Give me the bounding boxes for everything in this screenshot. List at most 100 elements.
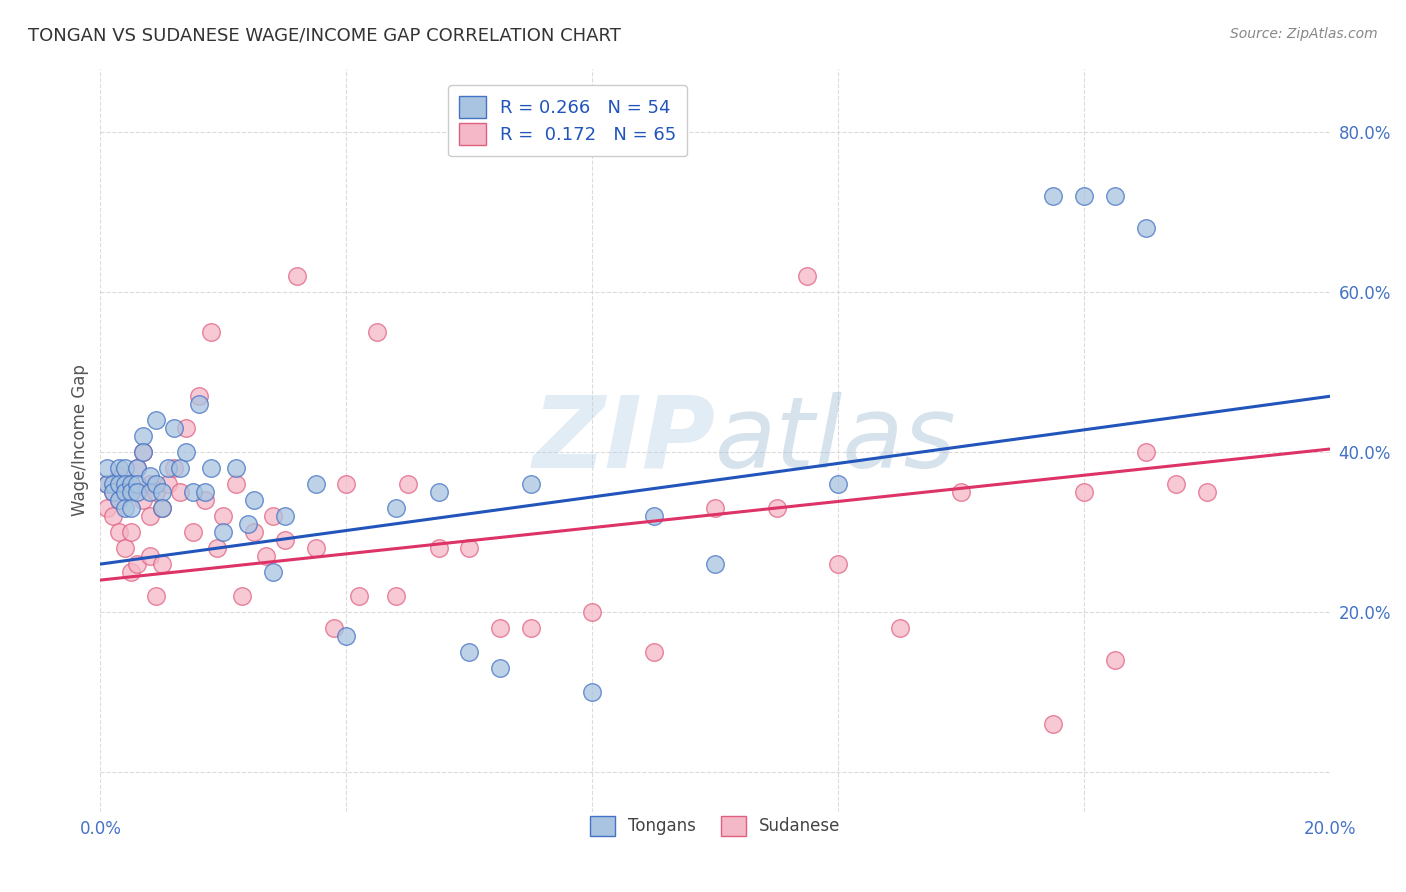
Point [200, 326, 222, 340]
Point [212, 509, 235, 524]
Point [520, 477, 543, 491]
Point [138, 477, 160, 491]
Point [181, 485, 204, 500]
Point [243, 493, 266, 508]
Point [187, 397, 209, 411]
Point [458, 541, 481, 555]
Point [323, 621, 346, 635]
Point [827, 477, 849, 491]
Point [114, 485, 136, 500]
Point [427, 541, 450, 555]
Legend: Tongans, Sudanese: Tongans, Sudanese [582, 807, 849, 845]
Point [150, 557, 173, 571]
Point [96, 477, 118, 491]
Point [643, 645, 665, 659]
Point [145, 485, 167, 500]
Point [212, 525, 235, 540]
Text: Source: ZipAtlas.com: Source: ZipAtlas.com [1230, 27, 1378, 41]
Point [704, 557, 727, 571]
Point [950, 485, 973, 500]
Point [120, 565, 142, 579]
Point [274, 509, 297, 524]
Point [285, 269, 308, 284]
Point [101, 477, 124, 491]
Point [96, 477, 118, 491]
Point [96, 501, 118, 516]
Point [274, 533, 297, 548]
Point [489, 621, 512, 635]
Point [384, 501, 406, 516]
Point [132, 493, 155, 508]
Point [643, 509, 665, 524]
Point [231, 589, 253, 603]
Point [205, 541, 228, 555]
Point [181, 525, 204, 540]
Point [107, 477, 129, 491]
Point [827, 557, 849, 571]
Point [194, 485, 217, 500]
Point [101, 509, 124, 524]
Point [347, 589, 370, 603]
Point [254, 549, 277, 563]
Point [335, 477, 357, 491]
Point [187, 389, 209, 403]
Point [114, 541, 136, 555]
Point [1042, 189, 1064, 203]
Point [127, 477, 149, 491]
Point [150, 501, 173, 516]
Point [1073, 189, 1095, 203]
Point [127, 461, 149, 475]
Point [765, 501, 787, 516]
Point [489, 661, 512, 675]
Point [236, 517, 259, 532]
Point [169, 485, 191, 500]
Point [107, 469, 129, 483]
Point [138, 509, 160, 524]
Point [194, 493, 217, 508]
Point [145, 477, 167, 491]
Point [114, 477, 136, 491]
Point [107, 461, 129, 475]
Point [262, 565, 284, 579]
Point [396, 477, 419, 491]
Point [225, 461, 247, 475]
Point [120, 477, 142, 491]
Point [366, 326, 388, 340]
Point [132, 445, 155, 459]
Text: ZIP: ZIP [533, 392, 716, 489]
Point [150, 485, 173, 500]
Point [107, 493, 129, 508]
Point [101, 485, 124, 500]
Point [1104, 189, 1126, 203]
Point [427, 485, 450, 500]
Text: TONGAN VS SUDANESE WAGE/INCOME GAP CORRELATION CHART: TONGAN VS SUDANESE WAGE/INCOME GAP CORRE… [28, 27, 621, 45]
Point [458, 645, 481, 659]
Point [163, 461, 186, 475]
Point [1135, 445, 1157, 459]
Point [1042, 717, 1064, 731]
Point [156, 477, 179, 491]
Point [704, 501, 727, 516]
Point [520, 621, 543, 635]
Point [243, 525, 266, 540]
Point [114, 485, 136, 500]
Point [138, 469, 160, 483]
Point [96, 461, 118, 475]
Point [1166, 477, 1188, 491]
Point [120, 501, 142, 516]
Point [581, 605, 603, 619]
Point [200, 461, 222, 475]
Point [150, 501, 173, 516]
Point [384, 589, 406, 603]
Point [120, 477, 142, 491]
Y-axis label: Wage/Income Gap: Wage/Income Gap [72, 364, 89, 516]
Point [120, 525, 142, 540]
Point [127, 461, 149, 475]
Point [156, 461, 179, 475]
Point [138, 485, 160, 500]
Point [107, 493, 129, 508]
Point [107, 525, 129, 540]
Point [114, 461, 136, 475]
Point [120, 485, 142, 500]
Point [114, 501, 136, 516]
